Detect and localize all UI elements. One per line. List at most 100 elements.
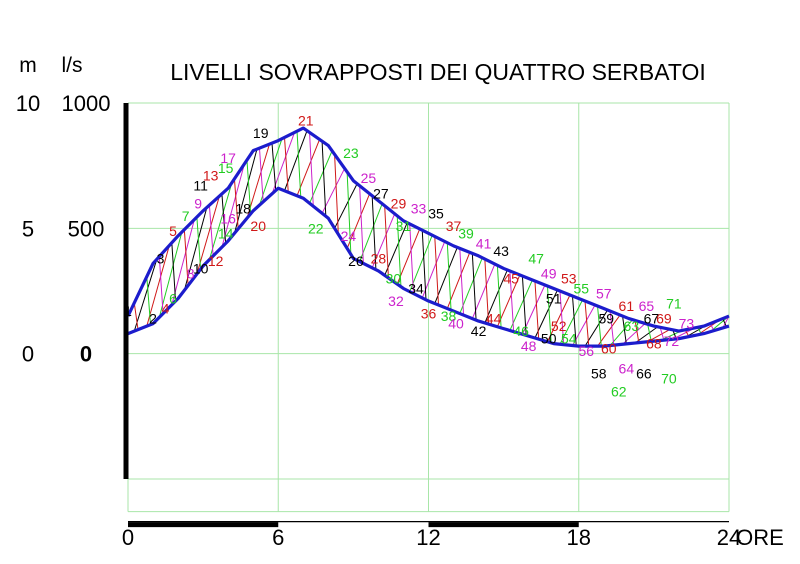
hatch-line bbox=[296, 131, 302, 198]
point-label: 6 bbox=[169, 291, 177, 307]
hatch-line bbox=[321, 168, 346, 214]
hatch-line bbox=[346, 171, 352, 255]
chart-title: LIVELLI SOVRAPPOSTI DEI QUATTRO SERBATOI bbox=[170, 59, 706, 85]
point-label: 5 bbox=[169, 223, 177, 239]
hatch-line bbox=[622, 315, 627, 344]
hatch-line bbox=[484, 259, 490, 325]
hatch-line bbox=[221, 193, 227, 244]
upper-envelope-line bbox=[126, 126, 730, 333]
point-label: 53 bbox=[561, 270, 577, 286]
hatch-line bbox=[359, 185, 364, 264]
hatch-line bbox=[359, 203, 383, 262]
hatch-line bbox=[371, 213, 396, 269]
point-label: 48 bbox=[521, 338, 537, 354]
point-label: 46 bbox=[513, 323, 529, 339]
hatch-line bbox=[208, 205, 214, 256]
hatch-line bbox=[409, 223, 414, 294]
y-tick-label-m: 0 bbox=[22, 342, 34, 367]
point-label: 39 bbox=[458, 225, 474, 241]
point-label: 1 bbox=[124, 303, 132, 319]
point-label: 45 bbox=[503, 270, 519, 286]
hatch-line bbox=[133, 302, 139, 330]
point-label: 26 bbox=[348, 253, 364, 269]
point-label: 47 bbox=[528, 250, 544, 266]
hatch-line bbox=[546, 294, 571, 342]
point-label: 35 bbox=[428, 205, 444, 221]
axes bbox=[123, 103, 729, 528]
point-label: 36 bbox=[421, 306, 437, 322]
hatch-line bbox=[171, 219, 195, 305]
x-tick-label: 12 bbox=[416, 525, 440, 550]
hatch-line bbox=[409, 235, 433, 292]
point-label: 19 bbox=[253, 125, 269, 141]
hatch-line bbox=[509, 279, 533, 331]
point-label: 27 bbox=[373, 185, 389, 201]
point-label: 12 bbox=[208, 253, 224, 269]
hatch-line bbox=[158, 231, 183, 318]
hatch-line bbox=[384, 205, 389, 278]
point-label: 42 bbox=[471, 323, 487, 339]
hatch-line bbox=[434, 236, 440, 306]
hatch-line bbox=[446, 252, 471, 309]
x-tick-label: 0 bbox=[122, 525, 134, 550]
point-label: 54 bbox=[561, 331, 577, 347]
point-label: 41 bbox=[476, 235, 492, 251]
grid bbox=[127, 102, 730, 513]
hatch-line bbox=[284, 130, 308, 191]
point-label: 52 bbox=[551, 318, 567, 334]
hatch-line bbox=[546, 285, 552, 343]
hatch-line bbox=[534, 289, 558, 339]
point-label: 34 bbox=[408, 281, 424, 297]
point-label: 3 bbox=[157, 250, 165, 266]
hatch-line bbox=[309, 132, 314, 207]
lower-envelope-line bbox=[127, 186, 730, 348]
point-label: 37 bbox=[446, 218, 462, 234]
y-tick-label-ls: 1000 bbox=[62, 91, 111, 116]
hatch-line bbox=[258, 138, 283, 206]
hatch-line bbox=[196, 217, 202, 270]
hatch-line bbox=[434, 247, 458, 304]
point-label: 31 bbox=[396, 218, 412, 234]
hatch-line bbox=[597, 305, 602, 347]
point-label: 63 bbox=[624, 318, 640, 334]
hatch-line bbox=[396, 228, 421, 285]
point-label: 60 bbox=[601, 341, 617, 357]
hatch-line bbox=[284, 137, 289, 193]
point-label: 57 bbox=[596, 286, 612, 302]
hatch-line bbox=[459, 257, 483, 314]
hatch-line bbox=[146, 245, 170, 327]
right-axis-unit: l/s bbox=[62, 54, 83, 77]
hatch-line bbox=[584, 300, 590, 347]
point-label: 32 bbox=[388, 293, 404, 309]
hatch-line bbox=[146, 276, 152, 325]
hatch-line bbox=[221, 163, 245, 248]
x-tick-label: 18 bbox=[567, 525, 591, 550]
hatch-line bbox=[421, 230, 427, 300]
point-label: 25 bbox=[361, 170, 377, 186]
point-label: 49 bbox=[541, 265, 557, 281]
hatch-line bbox=[521, 284, 546, 335]
hatch-line bbox=[572, 304, 596, 346]
point-label: 71 bbox=[666, 296, 682, 312]
point-label: 43 bbox=[493, 243, 509, 259]
point-label: 9 bbox=[194, 195, 202, 211]
hatch-line bbox=[496, 274, 521, 327]
hatch-line bbox=[208, 182, 233, 260]
point-label: 59 bbox=[599, 311, 615, 327]
point-label: 24 bbox=[341, 228, 357, 244]
point-label: 18 bbox=[235, 200, 251, 216]
point-label: 70 bbox=[661, 371, 677, 387]
point-label: 68 bbox=[646, 336, 662, 352]
point-label: 64 bbox=[619, 361, 635, 377]
hatch-line bbox=[459, 248, 465, 316]
hatch-line bbox=[421, 241, 446, 299]
point-label: 56 bbox=[578, 343, 594, 359]
point-label: 50 bbox=[541, 331, 557, 347]
point-label: 40 bbox=[448, 316, 464, 332]
hatch-line bbox=[321, 141, 327, 217]
hatch-line bbox=[233, 178, 239, 229]
hatch-lines bbox=[133, 130, 730, 347]
left-axis-unit: m bbox=[19, 54, 37, 77]
point-label: 72 bbox=[664, 333, 680, 349]
